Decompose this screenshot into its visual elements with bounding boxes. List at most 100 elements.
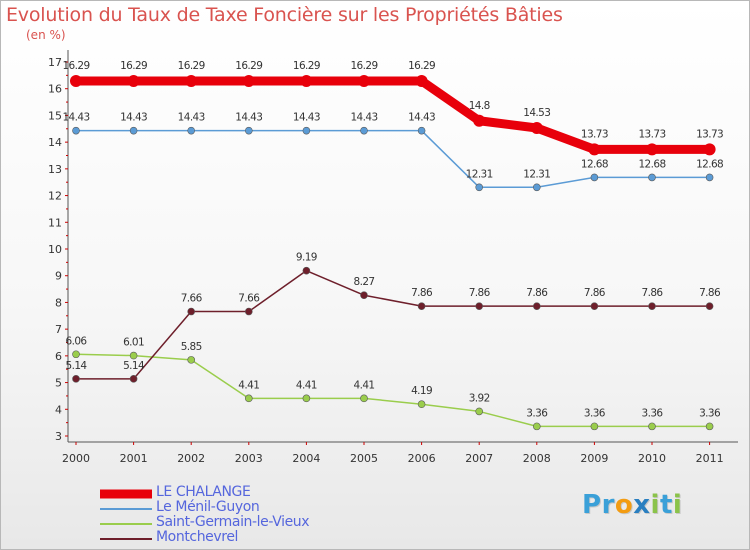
data-point	[705, 302, 714, 310]
data-point	[72, 126, 80, 135]
series-line	[75, 129, 711, 189]
x-tick-label: 2007	[465, 452, 493, 465]
data-label: 5.85	[181, 341, 202, 353]
y-tick-label: 9	[55, 270, 62, 283]
data-point	[475, 407, 484, 416]
data-label: 7.86	[411, 287, 433, 299]
data-point	[300, 74, 313, 87]
logo-letter: t	[659, 490, 673, 520]
data-point	[705, 422, 714, 431]
y-tick-label: 16	[48, 83, 62, 96]
legend: LE CHALANGE Le Ménil-Guyon Saint-Germain…	[100, 484, 360, 546]
y-tick-label: 7	[55, 323, 62, 336]
data-point	[127, 74, 140, 87]
data-point	[417, 400, 426, 409]
x-tick-label: 2011	[696, 452, 724, 465]
y-tick-label: 8	[55, 296, 62, 309]
data-point	[648, 302, 656, 310]
series-line	[71, 76, 715, 154]
data-point	[187, 307, 195, 316]
logo-letter: r	[601, 490, 615, 520]
data-label: 3.36	[642, 407, 664, 419]
y-tick-label: 10	[48, 243, 62, 256]
data-label: 14.53	[523, 107, 550, 119]
data-label: 8.27	[354, 276, 375, 288]
data-label: 7.66	[238, 293, 260, 305]
x-tick-label: 2008	[523, 452, 551, 465]
data-point	[703, 143, 716, 156]
data-label: 3.36	[699, 407, 721, 419]
legend-item: Le Ménil-Guyon	[100, 499, 360, 516]
data-point	[475, 302, 484, 310]
data-label: 7.86	[699, 287, 721, 299]
series-line	[75, 353, 711, 428]
data-label: 12.68	[696, 158, 723, 170]
data-label: 14.43	[62, 112, 89, 124]
x-tick-label: 2003	[235, 452, 263, 465]
data-label: 3.92	[469, 392, 490, 404]
legend-item: LE CHALANGE	[100, 484, 360, 501]
y-tick-label: 13	[48, 163, 62, 176]
x-tick-label: 2010	[638, 452, 666, 465]
data-point	[648, 173, 656, 182]
x-tick-label: 2005	[350, 452, 378, 465]
data-point	[70, 74, 82, 87]
data-label: 14.8	[469, 100, 490, 112]
data-label: 14.43	[408, 112, 435, 124]
data-point	[475, 183, 484, 192]
legend-swatch	[100, 507, 152, 510]
data-label: 4.41	[354, 379, 375, 391]
data-point	[245, 126, 253, 135]
data-point	[302, 126, 311, 135]
data-point	[185, 74, 198, 87]
data-label: 14.43	[120, 112, 147, 124]
y-tick-label: 6	[55, 350, 62, 363]
x-tick-label: 2006	[408, 452, 436, 465]
data-label: 16.29	[178, 60, 205, 72]
data-label: 13.73	[581, 128, 608, 140]
data-point	[530, 121, 543, 134]
data-label: 16.29	[293, 60, 320, 72]
x-tick-label: 2000	[62, 452, 90, 465]
proxiti-logo: Proxiti	[582, 490, 682, 520]
x-tick-label: 2002	[177, 452, 205, 465]
data-label: 7.86	[469, 287, 491, 299]
data-label: 14.43	[350, 112, 377, 124]
data-label: 13.73	[696, 128, 723, 140]
data-point	[360, 126, 368, 135]
logo-letter: i	[650, 490, 660, 520]
data-point	[532, 302, 541, 310]
data-label: 14.43	[235, 112, 262, 124]
logo-letter: x	[633, 490, 651, 520]
legend-label: LE CHALANGE	[156, 484, 251, 500]
data-point	[245, 394, 253, 403]
data-label: 12.31	[466, 168, 493, 180]
data-label: 13.73	[638, 128, 665, 140]
data-label: 6.01	[123, 337, 144, 349]
logo-letter: o	[614, 490, 634, 520]
data-label: 16.29	[62, 60, 89, 72]
data-label: 16.29	[235, 60, 262, 72]
data-point	[590, 422, 599, 431]
data-point	[358, 74, 370, 87]
data-label: 5.14	[66, 360, 88, 372]
data-label: 14.43	[178, 112, 205, 124]
y-tick-label: 4	[55, 403, 62, 416]
data-label: 12.31	[523, 168, 550, 180]
y-tick-label: 5	[55, 377, 62, 390]
chart-title: Evolution du Taux de Taxe Foncière sur l…	[6, 4, 563, 26]
data-point	[129, 126, 138, 135]
data-label: 12.68	[638, 158, 665, 170]
y-tick-label: 15	[48, 109, 62, 122]
data-point	[646, 143, 658, 156]
y-tick-label: 17	[48, 56, 62, 69]
data-label: 7.86	[584, 287, 606, 299]
x-tick-label: 2001	[120, 452, 148, 465]
x-tick-label: 2004	[292, 452, 320, 465]
data-label: 16.29	[408, 60, 435, 72]
data-point	[415, 74, 428, 87]
data-point	[360, 291, 368, 300]
data-point	[417, 302, 426, 310]
y-tick-label: 11	[48, 216, 62, 229]
